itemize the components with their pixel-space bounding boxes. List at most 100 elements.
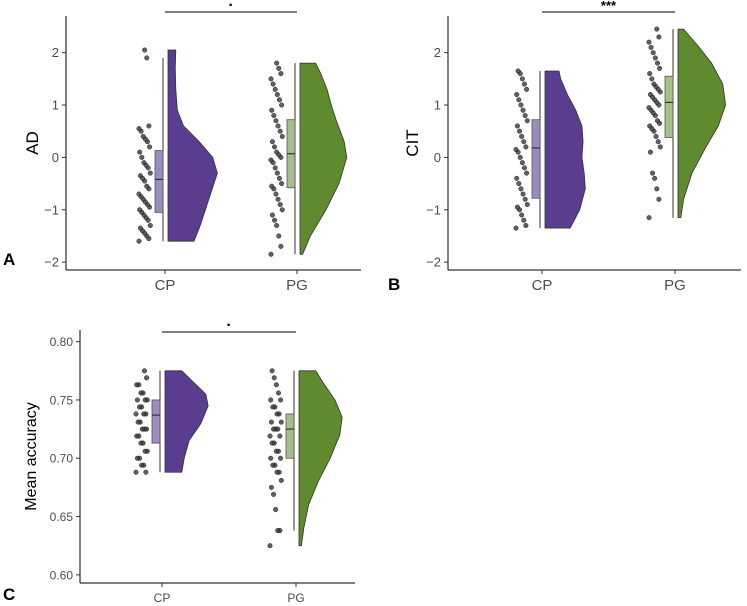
- data-point-PG: [268, 76, 274, 82]
- data-point-PG: [648, 44, 654, 50]
- data-point-PG: [274, 222, 280, 228]
- data-point-PG: [275, 528, 281, 534]
- data-point-PG: [268, 484, 274, 490]
- data-point-CP: [141, 368, 147, 374]
- density-CP: [544, 70, 586, 229]
- data-point-PG: [273, 382, 279, 388]
- data-point-CP: [133, 411, 139, 417]
- data-point-PG: [273, 507, 279, 513]
- data-point-CP: [523, 144, 529, 150]
- data-point-PG: [273, 118, 279, 124]
- chart-panel-C: 0.60 0.65 0.70 0.75 0.80 Mean accuracy C CP PG ·: [3, 317, 355, 605]
- x-tick-label: PG: [664, 277, 686, 294]
- data-point-PG: [654, 186, 660, 192]
- y-tick-label: −2: [44, 255, 59, 270]
- y-axis-label: Mean accuracy: [23, 402, 40, 511]
- data-point-CP: [514, 204, 520, 210]
- data-point-CP: [513, 147, 519, 153]
- density-PG: [298, 370, 343, 547]
- data-point-CP: [513, 225, 519, 231]
- data-point-PG: [278, 455, 284, 461]
- data-point-CP: [514, 92, 520, 98]
- y-tick-label: 0.75: [50, 393, 74, 407]
- data-point-PG: [270, 404, 276, 410]
- y-tick-label: 1: [52, 98, 59, 113]
- data-point-PG: [270, 81, 276, 87]
- data-point-PG: [649, 76, 655, 82]
- box-CP: [531, 119, 541, 199]
- data-point-CP: [516, 181, 522, 187]
- data-point-CP: [147, 222, 153, 228]
- data-point-CP: [524, 170, 530, 176]
- data-point-PG: [657, 144, 663, 150]
- data-point-PG: [279, 102, 285, 108]
- data-point-PG: [269, 212, 275, 218]
- data-point-CP: [521, 165, 527, 171]
- data-point-PG: [646, 105, 652, 111]
- data-point-PG: [654, 60, 660, 66]
- panel-label: B: [388, 275, 400, 294]
- significance-label: ·: [226, 317, 231, 334]
- data-point-PG: [276, 65, 282, 71]
- data-point-CP: [522, 196, 528, 202]
- data-point-PG: [275, 196, 281, 202]
- data-point-PG: [647, 71, 653, 77]
- data-point-PG: [269, 139, 275, 145]
- data-point-PG: [651, 81, 657, 87]
- y-tick-label: −2: [426, 255, 441, 270]
- data-point-PG: [652, 175, 658, 181]
- panel-label: A: [3, 250, 15, 269]
- data-point-PG: [277, 128, 283, 134]
- data-point-PG: [274, 149, 280, 155]
- data-point-PG: [274, 411, 280, 417]
- data-point-PG: [652, 55, 658, 61]
- data-point-CP: [133, 469, 139, 475]
- data-point-CP: [134, 397, 140, 403]
- data-point-CP: [144, 375, 150, 381]
- data-point-CP: [518, 186, 524, 192]
- density-CP: [167, 49, 218, 242]
- box-CP: [151, 399, 161, 444]
- data-point-PG: [272, 217, 278, 223]
- data-point-CP: [516, 97, 522, 103]
- data-point-PG: [267, 433, 273, 439]
- y-tick-label: 2: [52, 45, 59, 60]
- data-point-PG: [274, 60, 280, 66]
- data-point-PG: [269, 440, 275, 446]
- data-point-PG: [275, 390, 281, 396]
- data-point-CP: [519, 160, 525, 166]
- data-point-PG: [271, 491, 277, 497]
- data-point-CP: [140, 133, 146, 139]
- data-point-PG: [279, 207, 285, 213]
- data-point-PG: [268, 455, 274, 461]
- data-point-CP: [519, 212, 525, 218]
- data-point-CP: [520, 191, 526, 197]
- data-point-PG: [654, 118, 660, 124]
- data-point-PG: [276, 175, 282, 181]
- density-PG: [677, 28, 726, 219]
- data-point-PG: [647, 149, 653, 155]
- data-point-CP: [142, 448, 148, 454]
- data-point-PG: [279, 133, 285, 139]
- data-point-CP: [517, 154, 523, 160]
- data-point-CP: [137, 225, 143, 231]
- data-point-PG: [267, 543, 273, 549]
- data-point-CP: [147, 144, 153, 150]
- data-point-PG: [278, 477, 284, 483]
- box-CP: [154, 150, 164, 213]
- data-point-CP: [515, 68, 521, 74]
- data-point-PG: [268, 397, 274, 403]
- data-point-PG: [272, 144, 278, 150]
- data-point-CP: [521, 139, 527, 145]
- data-point-PG: [278, 243, 284, 249]
- data-point-CP: [136, 238, 142, 244]
- data-point-PG: [656, 34, 662, 40]
- chart-panel-A: −2 −1 0 1 2 AD A CP PG ·: [3, 0, 361, 294]
- data-point-CP: [520, 107, 526, 113]
- data-point-CP: [138, 390, 144, 396]
- density-CP: [164, 370, 209, 473]
- data-point-PG: [646, 39, 652, 45]
- data-point-CP: [141, 411, 147, 417]
- data-point-PG: [655, 139, 661, 145]
